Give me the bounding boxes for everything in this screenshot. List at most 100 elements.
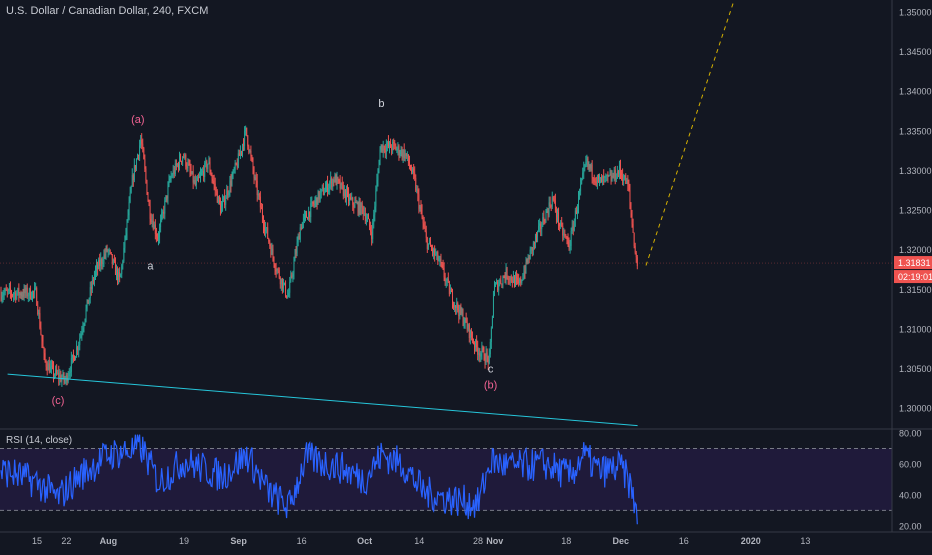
candle-body	[36, 288, 38, 306]
candle-body	[318, 191, 320, 200]
candle-body	[491, 315, 493, 329]
candle-body	[56, 369, 58, 374]
candle-body	[126, 219, 128, 234]
candle-body	[270, 246, 272, 255]
candle-body	[416, 189, 418, 191]
candle-body	[633, 232, 635, 247]
candle-body	[352, 197, 354, 205]
candle-body	[557, 211, 558, 217]
candle-body	[565, 235, 567, 238]
candle-body	[57, 372, 59, 374]
candle-body	[477, 347, 479, 355]
candle-body	[274, 265, 276, 271]
candle-body	[523, 271, 525, 279]
candle-body	[422, 217, 424, 224]
candle-body	[170, 176, 172, 179]
candle-body	[38, 313, 40, 315]
candle-body	[385, 146, 387, 153]
candle-body	[267, 227, 269, 239]
price-tick-label: 1.34000	[899, 87, 932, 97]
candle-body	[401, 149, 403, 158]
candle-body	[459, 306, 461, 317]
candle-body	[373, 214, 375, 223]
candle-body	[49, 366, 51, 373]
candle-body	[14, 292, 16, 295]
candle-body	[182, 156, 184, 162]
candle-body	[88, 298, 90, 304]
candle-body	[192, 171, 194, 183]
candle-body	[259, 196, 261, 208]
candle-body	[243, 144, 244, 146]
candle-body	[617, 171, 619, 174]
candle-body	[132, 175, 134, 181]
candle-body	[525, 259, 527, 273]
candle-body	[384, 150, 386, 153]
candle-body	[350, 197, 352, 200]
candle-body	[52, 365, 53, 367]
candle-body	[89, 287, 91, 299]
candle-body	[388, 142, 389, 147]
candle-body	[3, 292, 5, 296]
candle-body	[172, 170, 174, 177]
candle-body	[353, 204, 355, 208]
candle-body	[536, 235, 537, 238]
candle-body	[412, 168, 414, 173]
candle-body	[426, 237, 428, 250]
candle-body	[402, 149, 404, 158]
candle-body	[235, 163, 237, 165]
candle-body	[396, 149, 398, 151]
candle-body	[522, 278, 524, 280]
candle-body	[468, 324, 470, 339]
candle-body	[482, 347, 484, 350]
candle-body	[241, 151, 242, 152]
candle-body	[249, 150, 251, 152]
candle-body	[200, 174, 201, 177]
candle-body	[37, 305, 39, 315]
candle-body	[410, 166, 411, 171]
candle-body	[575, 210, 577, 214]
candle-body	[577, 207, 578, 214]
candle-body	[322, 187, 324, 195]
candle-body	[113, 259, 115, 262]
candle-body	[631, 213, 633, 225]
candle-body	[96, 265, 97, 270]
candle-body	[469, 330, 471, 339]
candle-body	[430, 241, 431, 247]
candle-body	[142, 143, 144, 149]
candle-body	[112, 259, 114, 264]
candle-body	[520, 278, 522, 283]
candle-body	[629, 190, 631, 203]
candle-body	[346, 190, 347, 200]
candle-body	[547, 210, 549, 215]
candle-body	[421, 209, 423, 218]
candle-body	[59, 375, 61, 379]
candle-body	[201, 172, 202, 175]
candle-body	[90, 287, 92, 289]
candle-body	[398, 145, 400, 156]
candle-body	[321, 187, 323, 190]
candle-body	[608, 175, 610, 177]
candle-body	[495, 283, 496, 286]
candle-body	[196, 177, 198, 181]
candle-body	[588, 164, 590, 166]
candle-body	[161, 213, 163, 221]
candle-body	[569, 245, 571, 249]
candle-body	[415, 177, 417, 191]
candle-body	[327, 182, 328, 193]
candle-body	[558, 211, 559, 225]
candle-body	[41, 334, 43, 342]
candle-body	[348, 192, 349, 201]
candle-body	[128, 201, 130, 216]
candle-body	[184, 154, 186, 158]
candle-body	[146, 180, 148, 195]
last-price-tag	[894, 256, 932, 270]
candle-body	[621, 172, 622, 176]
candle-body	[427, 243, 429, 250]
candle-body	[205, 161, 207, 163]
candle-body	[300, 227, 302, 230]
candle-body	[239, 151, 241, 156]
candle-body	[613, 169, 615, 178]
candle-body	[68, 372, 70, 377]
candle-body	[302, 217, 304, 223]
